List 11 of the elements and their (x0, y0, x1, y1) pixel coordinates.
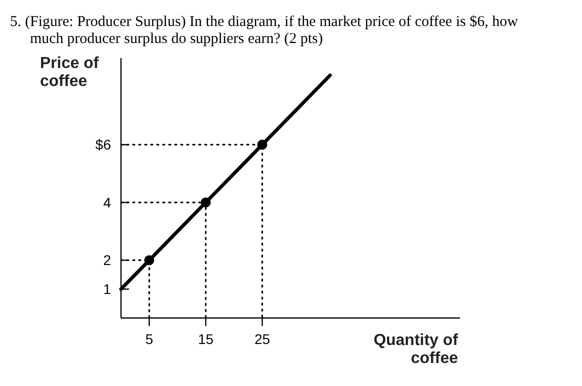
x-tick-label: 25 (254, 331, 270, 347)
y-tick-label: $6 (95, 136, 112, 153)
point (200, 197, 211, 208)
x-tick-label: 5 (145, 331, 154, 347)
x-axis-title: Quantity of coffee (374, 332, 459, 367)
chart-title: 5. (Figure: Producer Surplus) In the diagram, if the market price of coffee is $6, how much producer surplus do suppliers earn? (2 pts) (10, 14, 518, 47)
y-tick-label: 2 (103, 252, 112, 268)
y-tick-label: 1 (103, 281, 112, 298)
y-tick-label: 4 (103, 194, 112, 210)
y-axis-title: Price of coffee (40, 55, 100, 90)
x-tick-label: 15 (198, 331, 214, 347)
